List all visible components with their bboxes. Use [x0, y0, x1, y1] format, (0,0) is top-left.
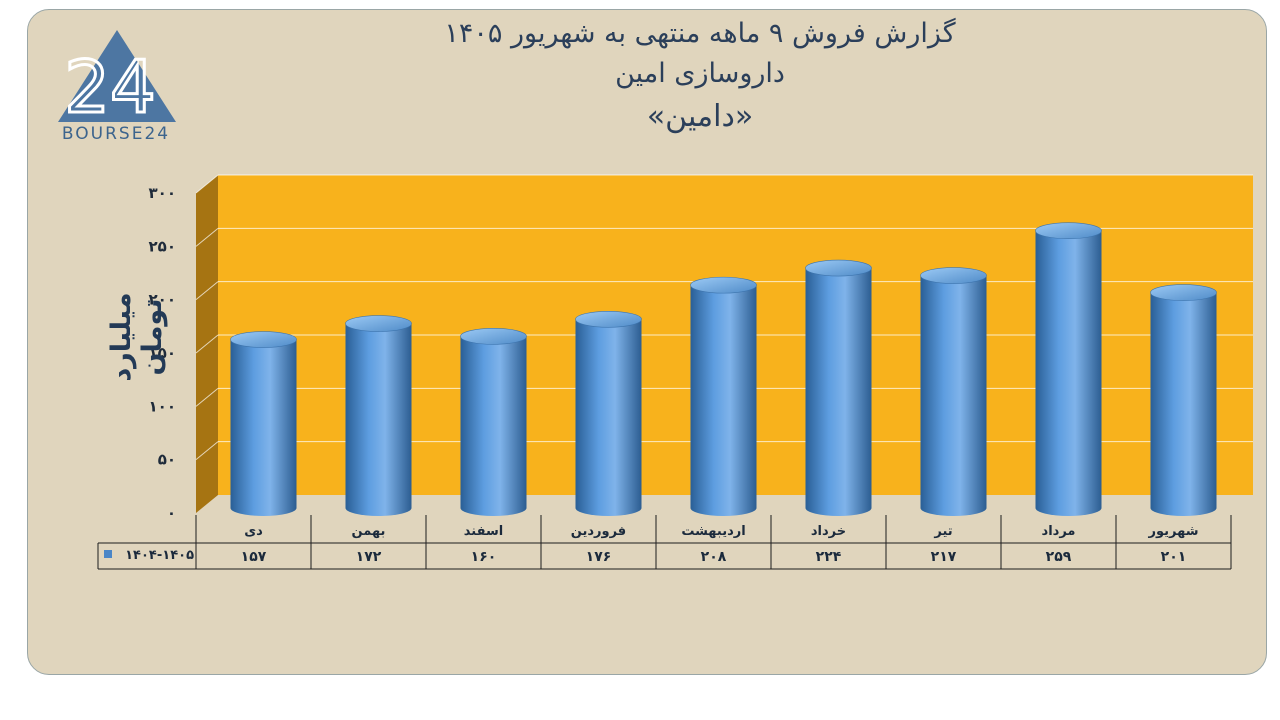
- data-label: ۱۷۶: [586, 549, 612, 565]
- bar-top: [1150, 284, 1217, 301]
- bar-top: [575, 310, 642, 328]
- bar: [575, 310, 642, 516]
- chart-title: گزارش فروش ۹ ماهه منتهی به شهریور ۱۴۰۵: [444, 18, 956, 49]
- bar: [1035, 222, 1102, 516]
- data-label: ۱۵۷: [241, 549, 267, 565]
- ticker-name: «دامین»: [646, 99, 754, 134]
- bar-body: [1035, 230, 1102, 516]
- data-label: ۲۰۸: [701, 549, 727, 565]
- x-category-label: اردیبهشت: [681, 524, 745, 539]
- data-label: ۲۲۴: [816, 549, 842, 565]
- bar-body: [460, 336, 527, 516]
- x-category-label: تیر: [933, 524, 952, 539]
- bar-top: [690, 276, 757, 294]
- bar-body: [230, 339, 297, 516]
- y-tick-label: ۲۰۰: [149, 291, 176, 309]
- bar-body: [805, 268, 872, 516]
- bar: [230, 331, 297, 516]
- x-category-label: شهریور: [1148, 524, 1199, 539]
- y-tick-label: ۲۵۰: [149, 237, 176, 255]
- bar-body: [575, 319, 642, 516]
- gridline-side: [195, 387, 219, 407]
- bar-body: [690, 285, 757, 516]
- bar-top: [345, 315, 412, 332]
- y-tick-label: ۵۰: [158, 451, 176, 469]
- x-category-label: فروردین: [571, 524, 626, 539]
- bourse24-logo-icon: 24: [58, 30, 176, 131]
- logo-mark: 24: [64, 45, 156, 129]
- data-label: ۲۱۷: [931, 549, 957, 565]
- legend-key-icon: [104, 550, 112, 558]
- company-name: داروسازی امین: [615, 58, 785, 89]
- x-category-label: مرداد: [1042, 524, 1076, 539]
- legend-entry: ۱۴۰۴-۱۴۰۵: [125, 548, 194, 563]
- gridline-side: [195, 334, 219, 354]
- bar: [805, 259, 872, 516]
- bar: [1150, 284, 1217, 516]
- bar: [345, 315, 412, 516]
- bar: [690, 276, 757, 516]
- logo-text: BOURSE24: [61, 124, 171, 144]
- bar-top: [1035, 222, 1102, 240]
- gridline-side: [195, 227, 219, 247]
- y-tick-label: ۰: [167, 504, 176, 522]
- bar-top: [805, 259, 872, 277]
- bar: [460, 328, 527, 516]
- x-category-label: بهمن: [352, 524, 386, 539]
- data-label: ۱۷۲: [356, 549, 382, 565]
- gridline-side: [195, 174, 219, 194]
- x-category-label: اسفند: [464, 524, 503, 539]
- y-tick-label: ۳۰۰: [149, 184, 176, 202]
- y-tick-label: ۱۰۰: [149, 397, 176, 415]
- bar: [920, 267, 987, 516]
- bar-body: [1150, 292, 1217, 516]
- y-tick-label: ۱۵۰: [149, 344, 176, 362]
- y-axis-label: میلیارد تومان: [106, 292, 168, 382]
- bar-body: [345, 323, 412, 516]
- bar-body: [920, 275, 987, 516]
- x-category-label: خرداد: [811, 524, 846, 539]
- bar-top: [920, 267, 987, 284]
- bar-top: [230, 331, 297, 348]
- data-label: ۱۶۰: [471, 549, 497, 565]
- data-label: ۲۵۹: [1046, 549, 1072, 565]
- data-label: ۲۰۱: [1161, 549, 1187, 565]
- gridline-side: [195, 441, 219, 461]
- x-category-label: دی: [244, 524, 263, 539]
- gridline-side: [195, 281, 219, 301]
- bar-top: [460, 328, 527, 345]
